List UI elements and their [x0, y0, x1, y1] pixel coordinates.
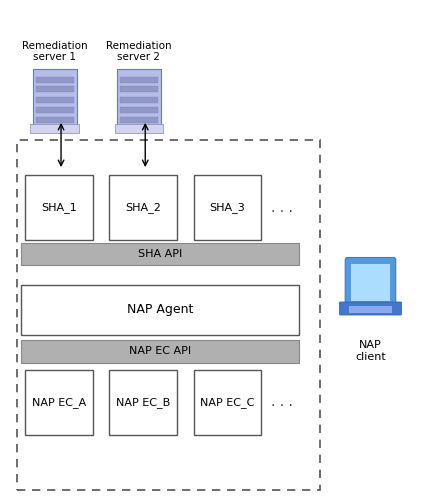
- FancyBboxPatch shape: [36, 116, 74, 122]
- FancyBboxPatch shape: [36, 106, 74, 112]
- FancyBboxPatch shape: [120, 86, 158, 92]
- Text: SHA API: SHA API: [138, 248, 182, 259]
- Text: NAP EC_A: NAP EC_A: [32, 397, 86, 408]
- FancyBboxPatch shape: [36, 86, 74, 92]
- FancyBboxPatch shape: [120, 116, 158, 122]
- Text: SHA_1: SHA_1: [41, 202, 77, 213]
- FancyBboxPatch shape: [21, 242, 299, 265]
- Text: SHA_3: SHA_3: [210, 202, 245, 213]
- Text: . . .: . . .: [271, 200, 293, 214]
- FancyBboxPatch shape: [33, 69, 77, 126]
- Text: NAP EC_C: NAP EC_C: [200, 397, 255, 408]
- Text: NAP
client: NAP client: [355, 340, 386, 361]
- FancyBboxPatch shape: [120, 76, 158, 82]
- FancyBboxPatch shape: [349, 306, 392, 313]
- FancyBboxPatch shape: [120, 96, 158, 102]
- Text: Remediation
server 1: Remediation server 1: [22, 41, 88, 62]
- Text: Remediation
server 2: Remediation server 2: [106, 41, 172, 62]
- Text: NAP EC_B: NAP EC_B: [116, 397, 170, 408]
- FancyBboxPatch shape: [339, 302, 401, 315]
- FancyBboxPatch shape: [117, 69, 161, 126]
- Text: . . .: . . .: [271, 396, 293, 409]
- FancyBboxPatch shape: [36, 76, 74, 82]
- FancyBboxPatch shape: [194, 175, 261, 240]
- FancyBboxPatch shape: [21, 340, 299, 362]
- Text: NAP EC API: NAP EC API: [129, 346, 191, 356]
- FancyBboxPatch shape: [25, 175, 93, 240]
- FancyBboxPatch shape: [115, 124, 163, 132]
- FancyBboxPatch shape: [21, 285, 299, 335]
- FancyBboxPatch shape: [345, 258, 396, 308]
- FancyBboxPatch shape: [351, 264, 390, 301]
- FancyBboxPatch shape: [30, 124, 79, 132]
- FancyBboxPatch shape: [109, 175, 177, 240]
- FancyBboxPatch shape: [194, 370, 261, 435]
- Text: NAP Agent: NAP Agent: [127, 304, 193, 316]
- FancyBboxPatch shape: [120, 106, 158, 112]
- FancyBboxPatch shape: [109, 370, 177, 435]
- FancyBboxPatch shape: [25, 370, 93, 435]
- Text: SHA_2: SHA_2: [125, 202, 161, 213]
- FancyBboxPatch shape: [36, 96, 74, 102]
